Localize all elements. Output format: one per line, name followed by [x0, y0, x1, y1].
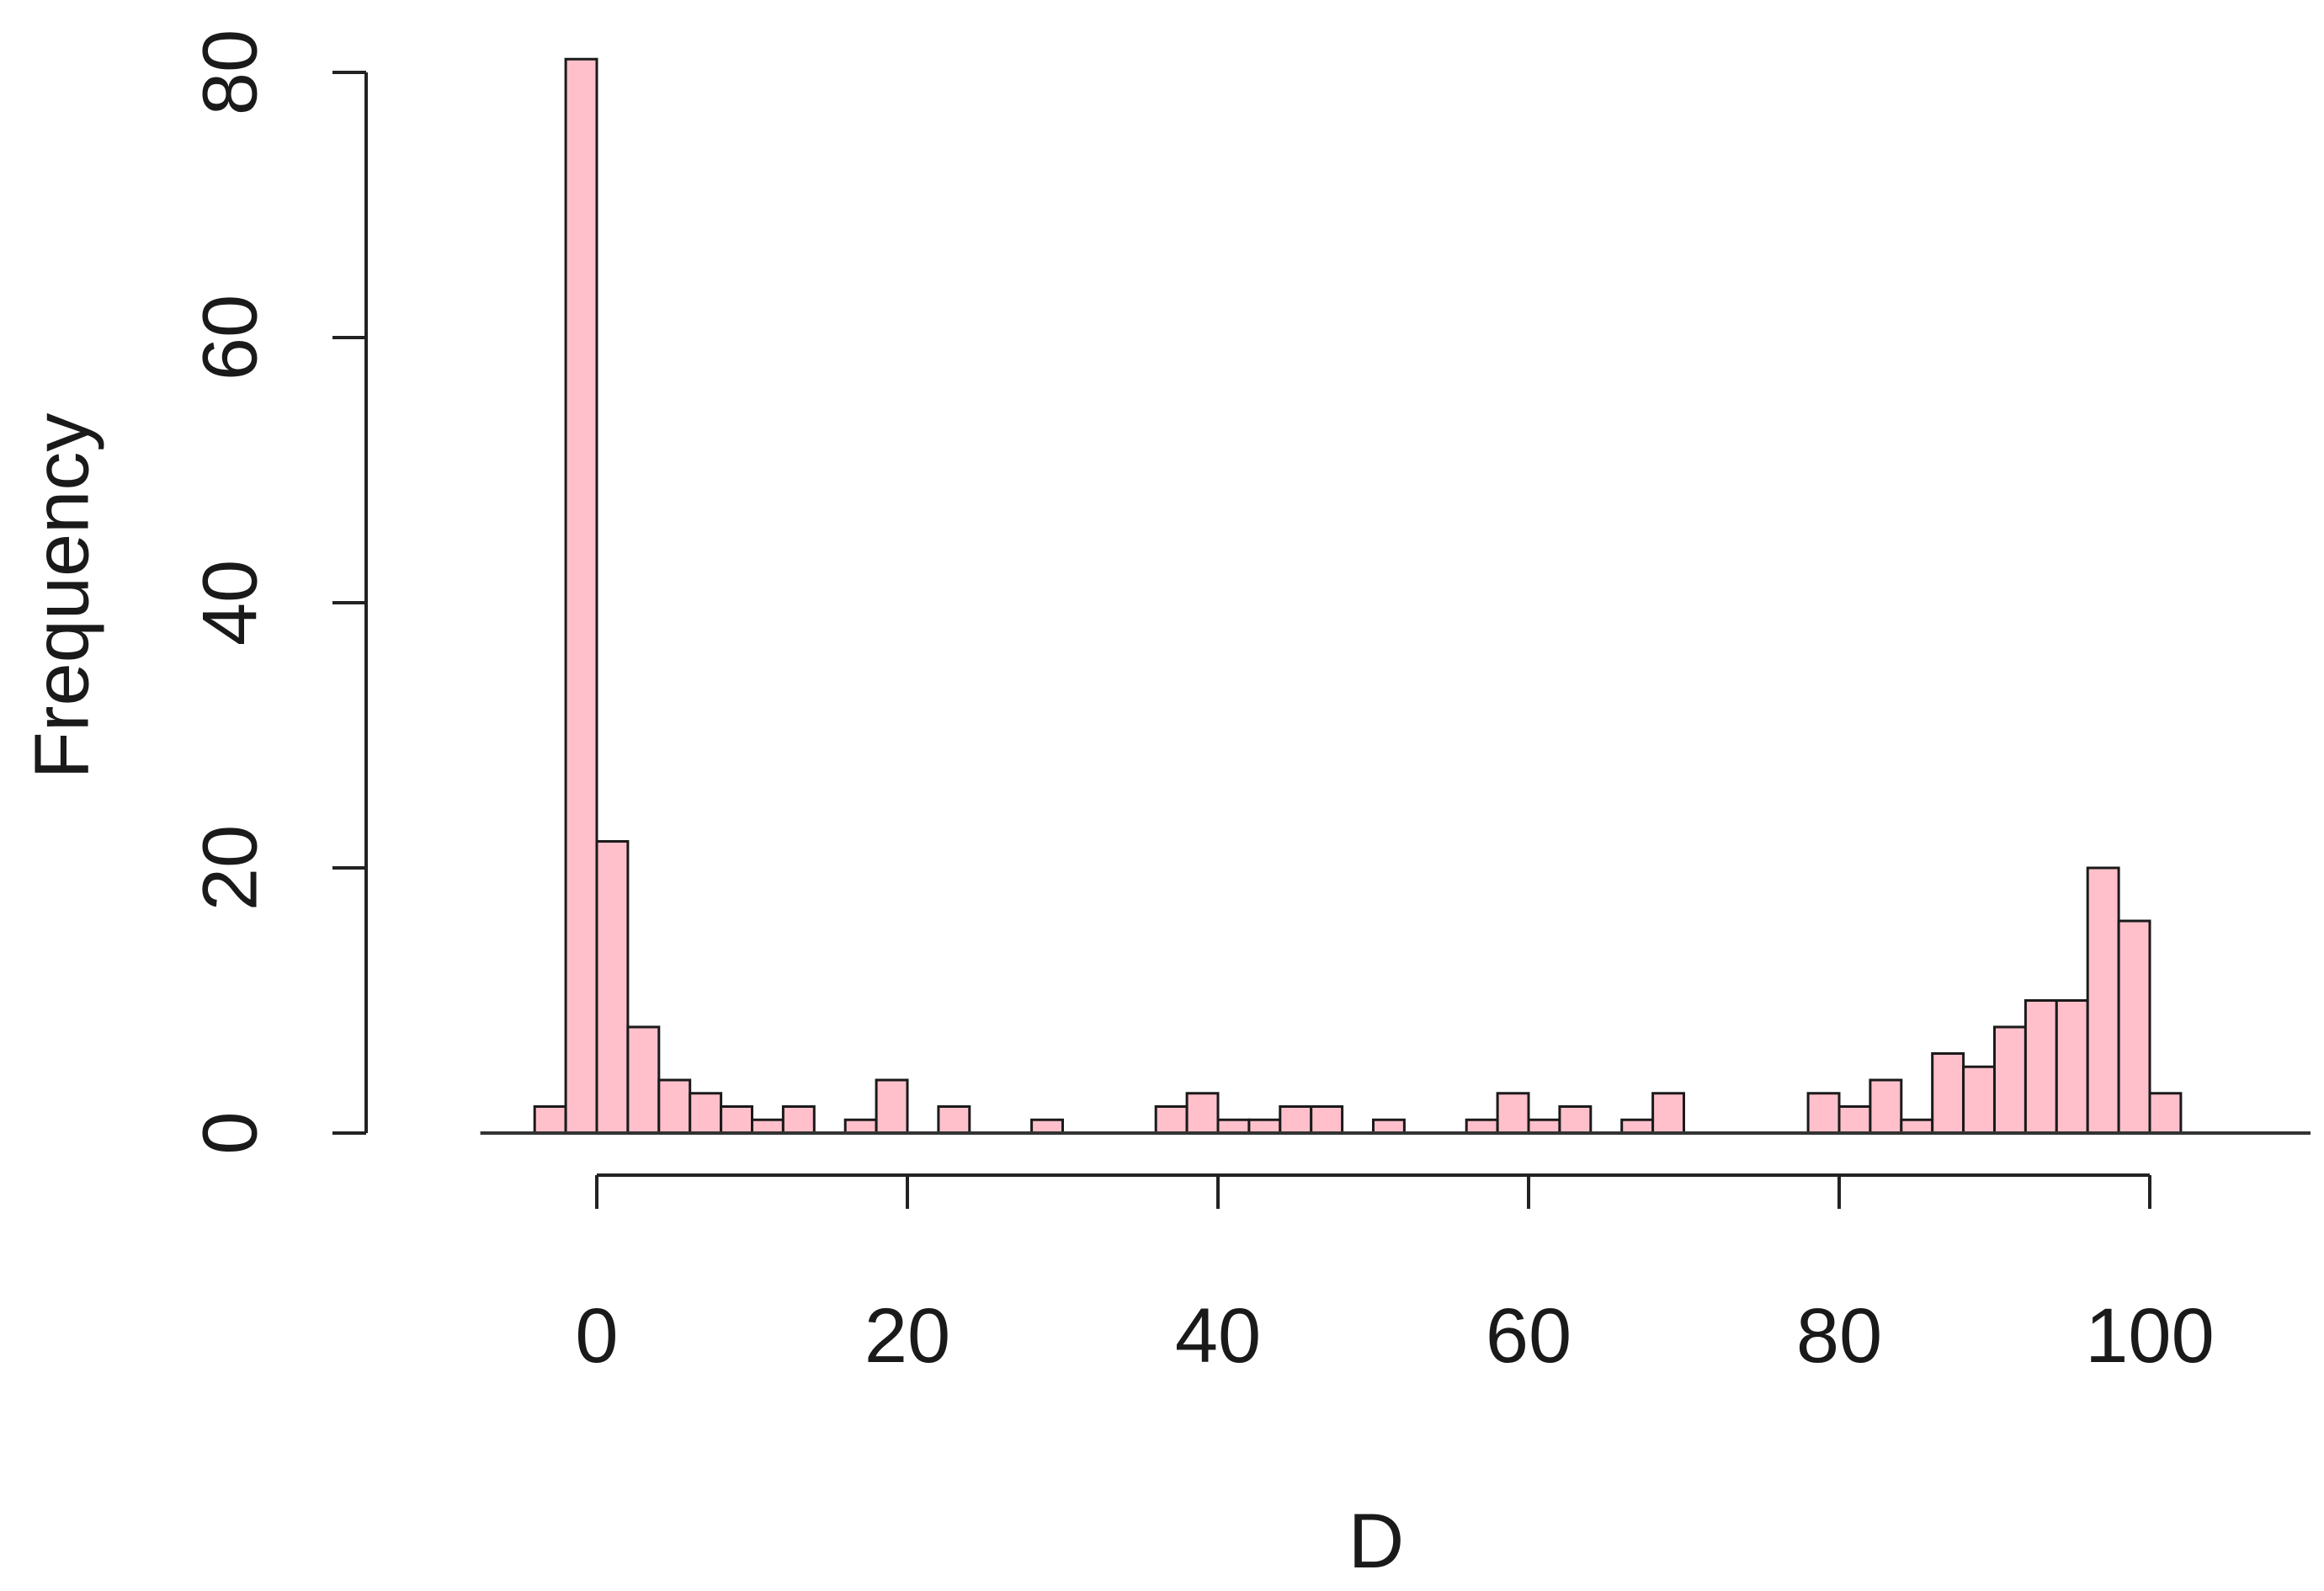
x-axis: 0 20 40 60 80 100 — [575, 1173, 2215, 1379]
histogram-bar — [2055, 999, 2089, 1135]
histogram-bar — [1869, 1078, 1903, 1135]
histogram-bar — [1806, 1092, 1841, 1135]
histogram-bar — [1837, 1105, 1872, 1135]
histogram-bar — [937, 1105, 971, 1135]
bars-group — [533, 57, 2183, 1135]
x-tick-label: 60 — [1486, 1293, 1571, 1379]
histogram-bar — [1620, 1118, 1655, 1135]
histogram-bar — [595, 840, 630, 1135]
histogram-bar — [1900, 1118, 1934, 1135]
histogram-bar — [875, 1078, 909, 1135]
histogram-bar — [657, 1078, 692, 1135]
x-tick-label: 100 — [2085, 1293, 2215, 1379]
histogram-bar — [2086, 866, 2120, 1135]
y-tick-label: 80 — [187, 29, 273, 115]
histogram-bar — [1279, 1105, 1313, 1135]
x-tick-label: 80 — [1796, 1293, 1882, 1379]
histogram-bar — [1465, 1118, 1499, 1135]
histogram-bar — [1372, 1118, 1406, 1135]
y-tick-label: 0 — [187, 1111, 273, 1154]
histogram-bar — [1558, 1105, 1593, 1135]
histogram-bar — [689, 1092, 723, 1135]
histogram-bar — [533, 1105, 567, 1135]
histogram-bar — [1310, 1105, 1344, 1135]
y-tick-label: 20 — [187, 825, 273, 911]
x-axis-title: D — [1348, 1498, 1404, 1584]
histogram-bar — [1651, 1092, 1685, 1135]
y-axis-title: Frequency — [19, 413, 104, 780]
histogram-bar — [1185, 1092, 1220, 1135]
histogram-bar — [1496, 1092, 1530, 1135]
histogram-bar — [843, 1118, 878, 1135]
histogram-bar — [2024, 999, 2058, 1135]
histogram-bar — [781, 1105, 816, 1135]
y-tick-label: 40 — [187, 560, 273, 646]
histogram-bar — [2117, 919, 2151, 1135]
histogram-bar — [1154, 1105, 1189, 1135]
histogram-bar — [1962, 1065, 1997, 1135]
histogram-bar — [1993, 1025, 2027, 1135]
histogram-bar — [1030, 1118, 1064, 1135]
histogram-bar — [751, 1118, 784, 1135]
histogram-bar — [2148, 1092, 2183, 1135]
x-tick-label: 0 — [575, 1293, 618, 1379]
x-tick-label: 20 — [864, 1293, 950, 1379]
histogram-bar — [1247, 1118, 1282, 1135]
y-axis: 0 20 40 60 80 — [187, 29, 368, 1155]
histogram-bar — [720, 1105, 753, 1135]
histogram-bar — [1931, 1052, 1965, 1135]
histogram-bar — [1216, 1118, 1251, 1135]
y-tick-label: 60 — [187, 295, 273, 380]
histogram-bar — [564, 57, 598, 1135]
histogram-bar — [626, 1025, 661, 1135]
x-tick-label: 40 — [1175, 1293, 1261, 1379]
histogram-bar — [1527, 1118, 1561, 1135]
